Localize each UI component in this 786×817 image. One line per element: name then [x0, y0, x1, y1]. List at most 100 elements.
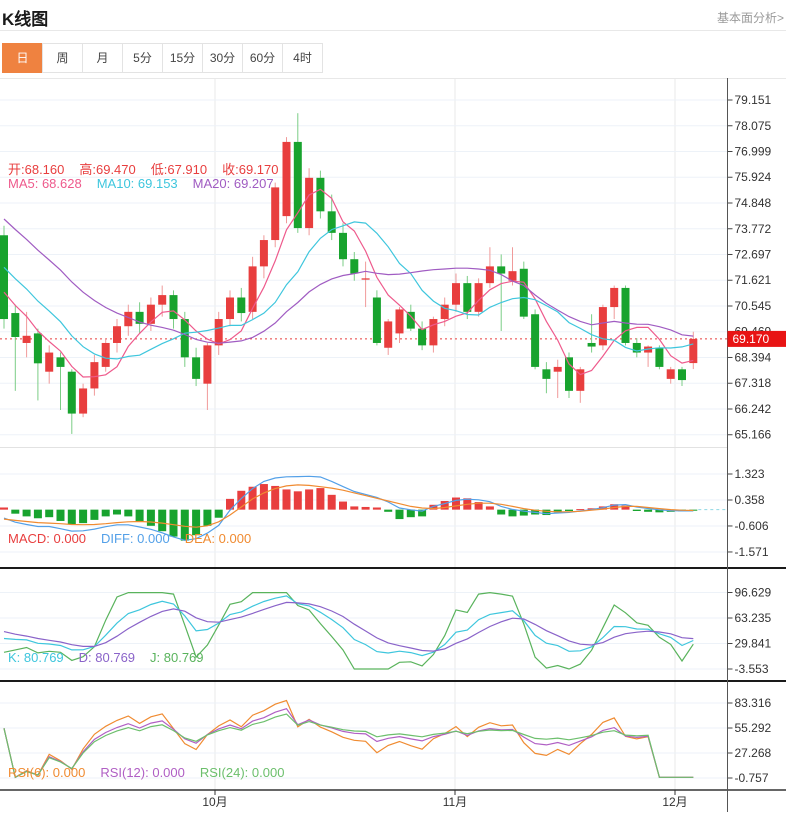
macd-bar	[45, 510, 53, 518]
rsi-tick-label: 55.292	[735, 721, 772, 735]
macd-bar	[136, 510, 144, 522]
candle-body	[622, 288, 630, 343]
kdj-tick-label: 63.235	[735, 611, 772, 625]
tab-5min[interactable]: 5分	[122, 43, 163, 73]
candle-body	[147, 305, 155, 324]
candle-body	[542, 369, 550, 379]
macd-bar	[113, 510, 121, 515]
candle-body	[565, 357, 573, 391]
price-tick-label: 72.697	[735, 247, 772, 261]
macd-bar	[147, 510, 155, 526]
candle-body	[418, 329, 426, 346]
candle-body	[34, 333, 42, 363]
macd-bar	[192, 510, 200, 536]
candle-body	[45, 353, 53, 372]
price-tick-label: 67.318	[735, 376, 772, 390]
candle-body	[486, 266, 494, 283]
macd-bar	[362, 507, 370, 510]
candle-body	[215, 319, 223, 345]
candle-body	[271, 187, 279, 240]
tab-60min[interactable]: 60分	[242, 43, 283, 73]
macd-bar	[124, 510, 132, 517]
candle-body	[531, 314, 539, 367]
macd-bar	[396, 510, 404, 519]
candle-body	[678, 369, 686, 380]
candle-body	[396, 309, 404, 333]
macd-bar	[633, 510, 641, 511]
candle-body	[249, 266, 257, 311]
macd-tick-label: -1.571	[735, 545, 769, 559]
j-line	[4, 593, 693, 669]
candle-body	[0, 235, 8, 319]
candle-body	[57, 357, 65, 367]
tab-4hour[interactable]: 4时	[282, 43, 323, 73]
candle-body	[226, 297, 234, 319]
macd-bar	[509, 510, 517, 517]
macd-bar	[350, 506, 358, 509]
macd-bar	[203, 510, 211, 526]
candle-body	[655, 348, 663, 367]
kdj-tick-label: 96.629	[735, 586, 772, 600]
candle-body	[170, 295, 178, 319]
price-tick-label: 75.924	[735, 170, 772, 184]
candle-body	[373, 297, 381, 342]
macd-bar	[68, 510, 76, 525]
candle-body	[463, 283, 471, 312]
macd-bar	[102, 510, 110, 517]
macd-bar	[339, 502, 347, 510]
candle-body	[203, 345, 211, 383]
candle-body	[429, 319, 437, 345]
fundamental-analysis-link[interactable]: 基本面分析>	[717, 9, 784, 26]
price-tick-label: 73.772	[735, 222, 772, 236]
macd-tick-label: 0.358	[735, 493, 765, 507]
candle-body	[158, 295, 166, 305]
macd-bar	[283, 489, 291, 509]
price-tick-label: 78.075	[735, 119, 772, 133]
chart-canvas[interactable]: 79.15178.07576.99975.92474.84873.77272.6…	[0, 78, 786, 812]
macd-bar	[90, 510, 98, 520]
macd-bar	[34, 510, 42, 519]
price-tick-label: 68.394	[735, 350, 772, 364]
macd-bar	[316, 488, 324, 510]
candle-body	[237, 297, 245, 313]
month-label: 11月	[443, 795, 467, 809]
rsi12-line	[4, 709, 693, 778]
candle-body	[339, 233, 347, 259]
macd-bar	[57, 510, 65, 521]
candle-body	[90, 362, 98, 388]
tab-day[interactable]: 日	[2, 43, 43, 73]
candle-body	[316, 178, 324, 212]
macd-bar	[215, 510, 223, 518]
candle-body	[68, 372, 76, 414]
candle-body	[689, 339, 697, 363]
macd-bar	[384, 510, 392, 512]
tab-month[interactable]: 月	[82, 43, 123, 73]
macd-bar	[576, 509, 584, 510]
macd-bar	[294, 491, 302, 509]
candle-body	[192, 357, 200, 379]
macd-bar	[305, 489, 313, 509]
tab-15min[interactable]: 15分	[162, 43, 203, 73]
candle-body	[350, 259, 358, 273]
macd-bar	[407, 510, 415, 518]
price-tick-label: 65.166	[735, 428, 772, 442]
macd-bar	[11, 510, 19, 514]
macd-bar	[644, 510, 652, 512]
price-tick-label: 66.242	[735, 402, 772, 416]
macd-tick-label: -0.606	[735, 519, 769, 533]
macd-bar	[260, 484, 268, 510]
kdj-tick-label: -3.553	[735, 662, 769, 676]
candle-body	[497, 266, 505, 273]
macd-bar	[79, 510, 87, 523]
macd-bar	[249, 487, 257, 510]
header-divider	[0, 30, 786, 31]
candle-body	[554, 367, 562, 372]
tab-30min[interactable]: 30分	[202, 43, 243, 73]
macd-bar	[181, 510, 189, 541]
tab-week[interactable]: 周	[42, 43, 83, 73]
candle-body	[23, 336, 31, 343]
rsi-tick-label: -0.757	[735, 771, 769, 785]
ma10-line	[4, 222, 693, 359]
